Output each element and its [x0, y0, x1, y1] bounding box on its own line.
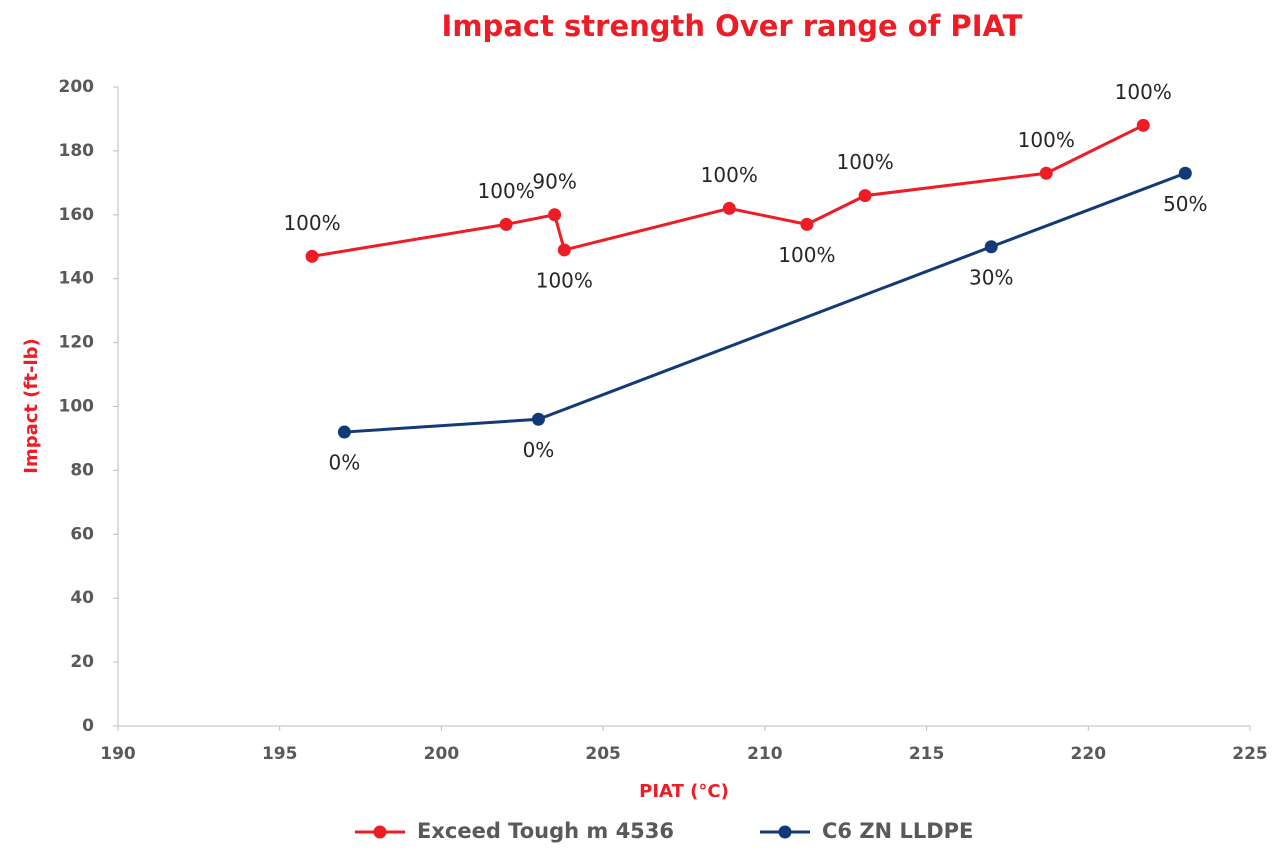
- y-tick-label: 80: [70, 460, 94, 480]
- y-tick-label: 20: [70, 652, 94, 672]
- x-tick-label: 225: [1232, 744, 1268, 764]
- legend-label: Exceed Tough m 4536: [417, 819, 674, 843]
- point-label: 100%: [701, 163, 758, 187]
- data-point: [1039, 166, 1053, 180]
- x-tick-label: 200: [424, 744, 460, 764]
- x-tick-label: 215: [909, 744, 945, 764]
- x-tick-label: 220: [1071, 744, 1107, 764]
- data-point: [548, 208, 562, 222]
- y-tick-label: 180: [59, 141, 95, 161]
- y-tick-label: 60: [70, 524, 94, 544]
- x-tick-label: 205: [585, 744, 621, 764]
- legend-label: C6 ZN LLDPE: [822, 819, 973, 843]
- x-axis-label: PIAT (°C): [639, 781, 729, 802]
- data-point: [499, 217, 513, 231]
- point-label: 100%: [1018, 128, 1075, 152]
- point-label: 100%: [283, 211, 340, 235]
- data-point: [337, 425, 351, 439]
- y-tick-label: 120: [59, 333, 95, 353]
- data-point: [1136, 118, 1150, 132]
- x-tick-label: 210: [747, 744, 783, 764]
- data-point: [800, 217, 814, 231]
- point-label: 100%: [478, 179, 535, 203]
- y-tick-label: 200: [59, 77, 95, 97]
- point-label: 30%: [969, 265, 1013, 289]
- point-label: 90%: [532, 169, 576, 193]
- legend-marker: [373, 825, 387, 839]
- x-tick-label: 190: [100, 744, 136, 764]
- point-label: 100%: [778, 243, 835, 267]
- data-point: [722, 201, 736, 215]
- data-point: [557, 243, 571, 257]
- chart-title: Impact strength Over range of PIAT: [442, 9, 1023, 43]
- point-label: 100%: [1115, 80, 1172, 104]
- data-point: [858, 189, 872, 203]
- y-tick-label: 40: [70, 588, 94, 608]
- x-tick-label: 195: [262, 744, 298, 764]
- y-tick-label: 100: [59, 397, 95, 417]
- series-line: [344, 171, 1186, 434]
- point-label: 100%: [536, 268, 593, 292]
- legend-marker: [778, 825, 792, 839]
- data-point: [1178, 166, 1192, 180]
- data-point: [305, 249, 319, 263]
- data-point: [531, 412, 545, 426]
- y-axis-label: Impact (ft-lb): [21, 338, 42, 473]
- data-point: [984, 240, 998, 254]
- point-label: 100%: [837, 150, 894, 174]
- y-tick-label: 140: [59, 269, 95, 289]
- point-label: 0%: [329, 451, 361, 475]
- y-tick-label: 160: [59, 205, 95, 225]
- point-label: 50%: [1163, 192, 1207, 216]
- point-label: 0%: [523, 438, 555, 462]
- y-tick-label: 0: [82, 716, 94, 736]
